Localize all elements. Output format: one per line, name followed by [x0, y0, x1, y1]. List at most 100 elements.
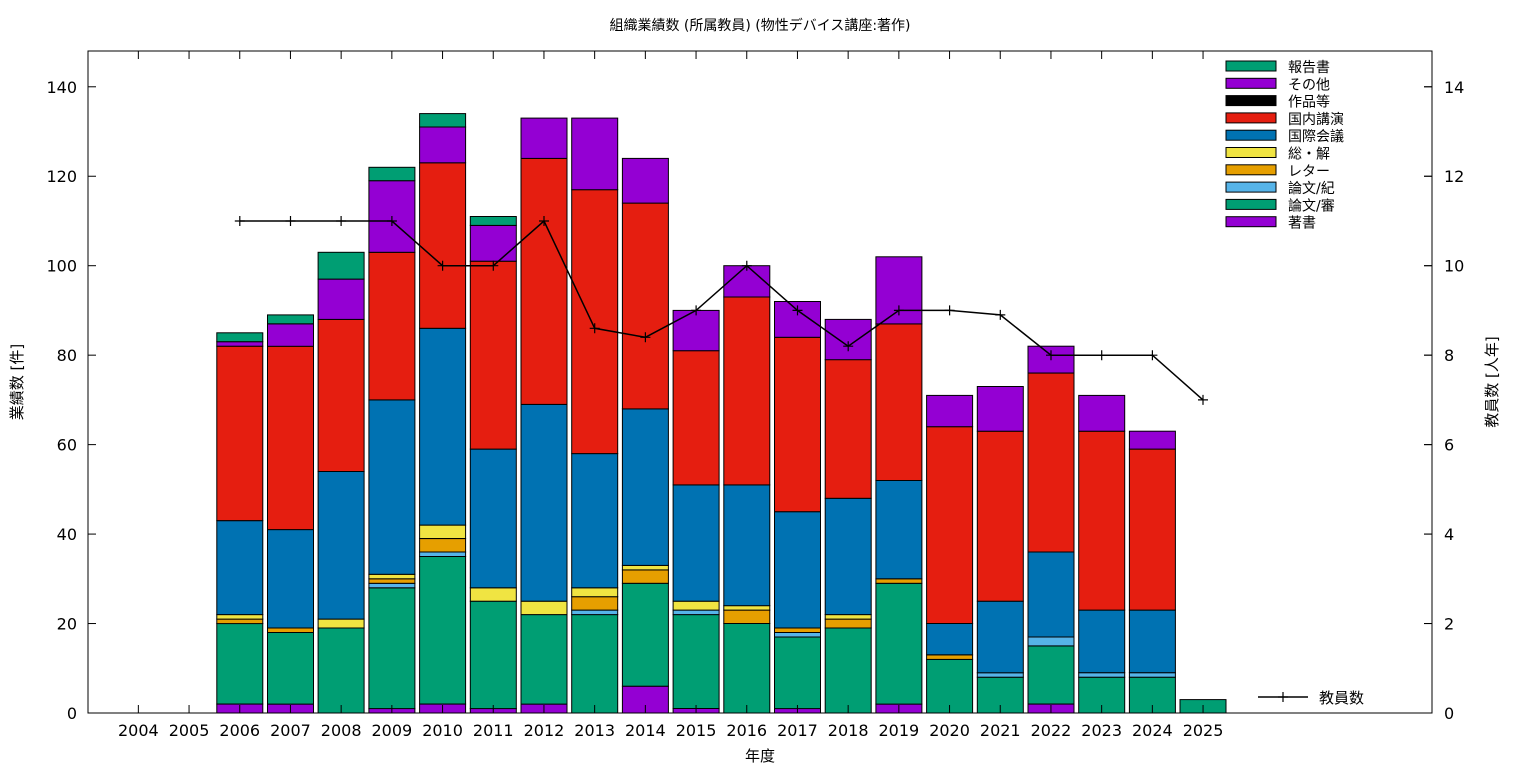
bar-segment — [317, 627, 365, 714]
bar-segment — [317, 471, 365, 620]
legend-label: 報告書 — [1288, 60, 1330, 76]
x-tick-label: 2009 — [371, 721, 412, 740]
bar-segment — [621, 202, 669, 410]
bar-segment — [216, 332, 264, 343]
bar-segment — [571, 587, 619, 598]
legend-label: レター — [1288, 164, 1330, 180]
bar-segment — [520, 157, 568, 405]
bar-segment — [571, 614, 619, 714]
y-tick-label: 0 — [67, 704, 77, 723]
bar-segment — [419, 524, 467, 539]
bar-segment — [875, 479, 923, 580]
bar-segment — [1027, 636, 1075, 647]
bar-segment — [824, 318, 872, 361]
y2-tick-label: 4 — [1444, 525, 1454, 544]
line-point-marker — [944, 305, 955, 316]
y-axis-label: 業績数 [件] — [8, 344, 26, 420]
bar-segment — [368, 587, 416, 710]
bar-segment — [520, 403, 568, 602]
bar-segment — [469, 587, 517, 602]
y-tick-label: 40 — [57, 525, 77, 544]
bar-segment — [1078, 672, 1126, 678]
bar-segment — [774, 336, 821, 513]
bar-segment — [1128, 672, 1176, 678]
x-tick-label: 2006 — [219, 721, 260, 740]
line-point-marker — [589, 323, 600, 334]
bar-segment — [317, 318, 365, 472]
legend-swatch — [1225, 129, 1277, 141]
bar-segment — [824, 497, 872, 616]
bar-segment — [1027, 551, 1075, 638]
y-tick-label: 60 — [57, 436, 77, 455]
bar-segment — [368, 573, 416, 580]
chart-title: 組織業績数 (所属教員) (物性デバイス講座:著作) — [609, 17, 910, 34]
legend-swatch — [1225, 198, 1277, 210]
bar-segment — [926, 394, 974, 428]
plot-frame — [87, 50, 1433, 714]
x-tick-label: 2007 — [270, 721, 311, 740]
bar-segment — [368, 578, 416, 584]
x-tick-label: 2018 — [828, 721, 869, 740]
bar-segment — [774, 636, 821, 710]
line-point-marker — [437, 260, 448, 271]
bar-segment — [976, 430, 1024, 602]
line-legend-marker — [1278, 692, 1288, 702]
y-tick-label: 120 — [46, 167, 77, 186]
line-point-marker — [386, 216, 397, 226]
bar-segment — [1078, 676, 1126, 714]
bar-segment — [216, 520, 264, 616]
bar-segment — [1128, 448, 1176, 611]
bar-segment — [571, 189, 619, 455]
x-tick-label: 2005 — [169, 721, 210, 740]
legend-label: 総・解 — [1288, 147, 1330, 163]
line-point-marker — [1147, 350, 1158, 361]
legend-swatch — [1225, 112, 1277, 124]
y-tick-label: 140 — [46, 78, 77, 97]
y2-tick-label: 10 — [1444, 257, 1464, 276]
bar-segment — [774, 511, 821, 629]
bar-segment — [926, 658, 974, 714]
y2-tick-label: 12 — [1444, 167, 1464, 186]
line-point-marker — [336, 216, 347, 226]
y2-axis-label: 教員数 [人年] — [1483, 336, 1501, 427]
x-tick-label: 2015 — [676, 721, 717, 740]
x-tick-label: 2014 — [625, 721, 666, 740]
bar-segment — [672, 609, 720, 616]
x-tick-label: 2004 — [118, 721, 159, 740]
bar-segment — [976, 600, 1024, 674]
x-tick-label: 2020 — [929, 721, 970, 740]
y-tick-label: 100 — [46, 257, 77, 276]
legend-label: 論文/審 — [1288, 198, 1335, 214]
x-tick-label: 2010 — [422, 721, 463, 740]
bar-segment — [824, 614, 872, 620]
bar-segment — [520, 117, 568, 159]
line-point-marker — [995, 309, 1006, 320]
bar-segment — [1128, 430, 1176, 450]
bar-segment — [571, 609, 619, 616]
bar-segment — [368, 582, 416, 589]
faculty-count-line — [239, 219, 1204, 401]
x-tick-label: 2023 — [1081, 721, 1122, 740]
x-tick-label: 2025 — [1183, 721, 1224, 740]
bar-segment — [317, 251, 365, 280]
bar-segment — [723, 296, 771, 486]
line-point-marker — [234, 216, 245, 226]
line-point-marker — [1046, 350, 1056, 361]
bar-segment — [368, 399, 416, 575]
bar-segment — [672, 309, 720, 352]
bar-segment — [1078, 394, 1126, 432]
bar-segment — [267, 323, 314, 347]
bar-segment — [774, 627, 821, 633]
bar-segment — [926, 426, 974, 625]
y2-tick-label: 14 — [1444, 78, 1464, 97]
bar-segment — [419, 126, 467, 164]
bar-segment — [976, 386, 1024, 432]
bar-segment — [875, 256, 923, 325]
bar-segment — [469, 260, 517, 450]
line-point-marker — [741, 260, 752, 271]
bar-segment — [672, 600, 720, 611]
bar-segment — [469, 224, 517, 262]
bar-segment — [267, 627, 314, 633]
line-point-marker — [843, 341, 854, 352]
bar-segment — [419, 113, 467, 128]
